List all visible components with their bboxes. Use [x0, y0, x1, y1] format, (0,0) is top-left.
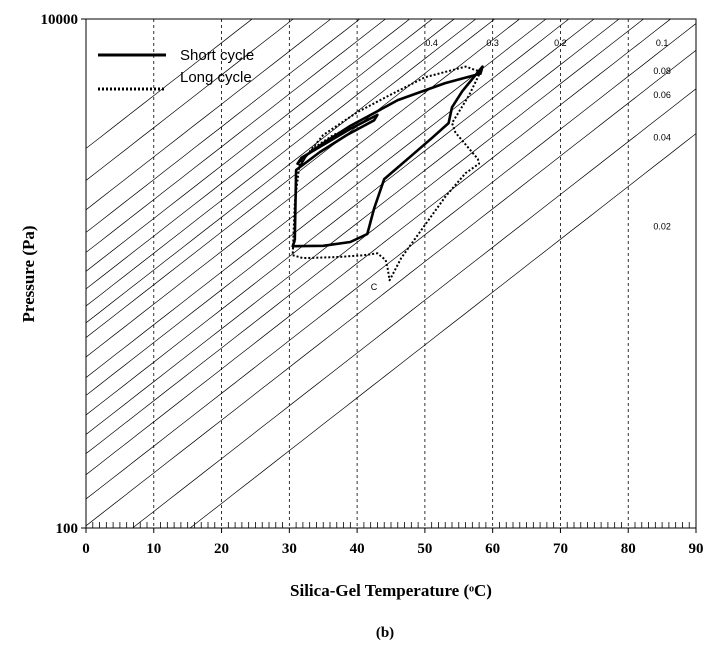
x-axis-title: Silica-Gel Temperature (ᵒC): [290, 581, 492, 600]
isostere-line-11: [86, 19, 521, 358]
isostere-lines: [86, 19, 696, 528]
isostere-line-19: [86, 50, 696, 527]
isostere-line-10: [86, 19, 496, 338]
isostere-line-8: [86, 19, 455, 307]
legend-label-long-cycle: Long cycle: [180, 69, 252, 86]
isostere-label-20: 0.02: [653, 222, 671, 232]
isostere-label-11: 0.3: [486, 38, 499, 48]
isostere-label-16: 0.08: [653, 66, 671, 76]
isostere-line-5: [86, 19, 387, 253]
x-tick-label-80: 80: [621, 541, 636, 557]
cycle-series: [291, 65, 484, 282]
isostere-line-17: [86, 19, 672, 475]
y-tick-label-10000: 10000: [41, 12, 79, 28]
legend: Short cycle Long cycle: [98, 47, 254, 91]
isostere-line-14: [86, 19, 595, 416]
isostere-line-12: [86, 19, 547, 378]
axes: 0 10 20 30 40 50 60 70 80 90 100 10000: [41, 12, 704, 557]
isostere-line-13: [86, 19, 570, 396]
isostere-line-1: [86, 19, 253, 149]
isostere-label-13: 0.2: [554, 38, 567, 48]
isostere-line-18: [86, 23, 696, 500]
y-tick-label-100: 100: [56, 521, 79, 537]
x-tick-label-40: 40: [350, 541, 365, 557]
isostere-line-7: [86, 19, 433, 290]
x-tick-label-30: 30: [282, 541, 297, 557]
x-tick-label-70: 70: [553, 541, 568, 557]
isostere-label-17: 0.06: [653, 90, 671, 100]
isostere-line-2: [86, 19, 294, 181]
isostere-label-15: 0.1: [656, 38, 669, 48]
x-tick-label-50: 50: [417, 541, 432, 557]
series-short-cycle: [291, 65, 484, 248]
isostere-line-3: [86, 19, 332, 211]
x-tick-label-0: 0: [82, 541, 90, 557]
isostere-line-16: [86, 19, 645, 454]
y-axis-title: Pressure (Pa): [19, 225, 38, 322]
series-long-cycle: [291, 65, 482, 282]
isostere-line-15: [86, 19, 620, 435]
x-tick-label-10: 10: [146, 541, 161, 557]
x-tick-label-20: 20: [214, 541, 229, 557]
isostere-line-9: [86, 19, 477, 324]
chart-labels: 100%0.40.30.20.10.080.060.040.02C: [371, 38, 671, 292]
legend-label-short-cycle: Short cycle: [180, 47, 254, 64]
isostere-line-20: [131, 88, 696, 528]
isostere-label-10: 0.4: [425, 38, 438, 48]
isostere-line-21: [189, 133, 696, 528]
annotation-label-0: C: [371, 282, 378, 292]
isostere-label-18: 0.04: [653, 133, 671, 143]
isostere-line-4: [86, 19, 361, 233]
x-tick-label-90: 90: [689, 541, 704, 557]
x-tick-label-60: 60: [485, 541, 500, 557]
figure-caption: (b): [376, 625, 394, 641]
isostere-line-6: [86, 19, 411, 272]
